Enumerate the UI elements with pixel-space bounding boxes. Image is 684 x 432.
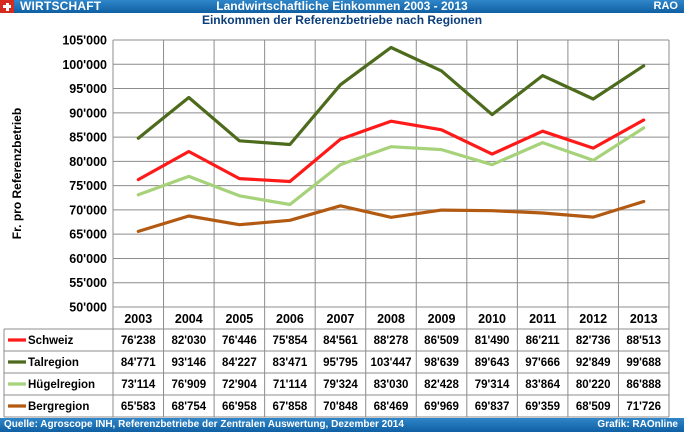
data-label: 76'238 [121,335,156,347]
x-tick-label: 2013 [630,312,658,326]
x-tick-label: 2008 [377,312,405,326]
data-label: 95'795 [323,357,358,369]
y-tick-label: 60'000 [69,252,107,266]
series-line-bergregion [136,199,646,233]
data-label: 69'969 [424,401,459,413]
x-tick-label: 2003 [124,312,152,326]
data-label: 76'909 [171,379,206,391]
y-axis-label: Fr. pro Referenzbetrieb [10,108,24,239]
data-label: 71'726 [626,401,661,413]
y-tick-label: 85'000 [69,131,107,145]
data-label: 76'446 [222,335,257,347]
y-tick-label: 100'000 [62,58,107,72]
data-label: 98'639 [424,357,459,369]
section-label: WIRTSCHAFT [20,0,102,13]
x-tick-label: 2012 [579,312,607,326]
data-label: 82'428 [424,379,459,391]
data-label: 83'864 [525,379,560,391]
data-label: 65'583 [121,401,156,413]
data-label: 86'888 [626,379,661,391]
data-label: 88'513 [626,335,661,347]
data-label: 89'643 [475,357,510,369]
x-tick-label: 2007 [327,312,355,326]
header-bar: WIRTSCHAFT Landwirtschaftliche Einkommen… [0,0,684,13]
x-tick-label: 2009 [428,312,456,326]
data-label: 84'771 [121,357,156,369]
data-label: 79'314 [475,379,510,391]
data-label: 68'509 [576,401,611,413]
x-tick-label: 2004 [175,312,203,326]
legend-label: Schweiz [28,335,74,347]
data-label: 83'471 [273,357,308,369]
data-label: 99'688 [626,357,661,369]
data-label: 67'858 [273,401,308,413]
data-label: 68'754 [171,401,206,413]
data-label: 92'849 [576,357,611,369]
brand-label: RAO [653,0,678,12]
data-label: 80'220 [576,379,611,391]
data-label: 97'666 [525,357,560,369]
graphic-credit: Grafik: RAOnline [597,419,678,430]
data-label: 68'469 [374,401,409,413]
data-label: 66'958 [222,401,257,413]
data-label: 81'490 [475,335,510,347]
data-label: 69'837 [475,401,510,413]
footer-bar: Quelle: Agroscope INH, Referenzbetriebe … [0,418,684,432]
legend-label: Hügelregion [28,379,95,391]
y-tick-label: 95'000 [69,82,107,96]
chart-title: Einkommen der Referenzbetriebe nach Regi… [201,13,483,27]
swiss-flag-icon [0,0,14,13]
data-label: 84'227 [222,357,257,369]
x-tick-label: 2010 [478,312,506,326]
x-tick-label: 2011 [529,312,556,326]
data-label: 82'030 [171,335,206,347]
y-tick-label: 65'000 [69,228,107,242]
series-line-talregion [136,45,646,147]
x-tick-label: 2006 [276,312,304,326]
source-note: Quelle: Agroscope INH, Referenzbetriebe … [4,419,404,430]
y-tick-label: 50'000 [69,301,107,315]
data-label: 103'447 [370,357,411,369]
x-tick-label: 2005 [225,312,253,326]
data-label: 86'211 [526,335,561,347]
y-tick-label: 70'000 [69,203,107,217]
series-line-hügelregion [136,126,646,207]
data-label: 79'324 [323,379,358,391]
data-label: 83'030 [374,379,409,391]
y-tick-label: 75'000 [69,179,107,193]
data-label: 86'509 [424,335,459,347]
data-label: 71'114 [273,379,308,391]
series-line-schweiz [136,118,646,184]
y-tick-label: 90'000 [69,106,107,120]
y-tick-label: 55'000 [69,276,107,290]
legend-label: Talregion [28,357,79,369]
y-tick-label: 80'000 [69,155,107,169]
data-label: 75'854 [273,335,308,347]
legend-label: Bergregion [28,401,89,413]
data-label: 69'359 [525,401,560,413]
data-label: 93'146 [171,357,206,369]
page-title: Landwirtschaftliche Einkommen 2003 - 201… [216,0,468,13]
y-tick-label: 105'000 [62,34,107,48]
data-label: 72'904 [222,379,257,391]
data-label: 73'114 [121,379,156,391]
data-label: 84'561 [323,335,358,347]
data-label: 82'736 [576,335,611,347]
data-label: 70'848 [323,401,358,413]
data-label: 88'278 [374,335,409,347]
income-line-chart: 50'000 55'000 60'000 65'000 70'000 75'000 80'0… [3,34,670,418]
